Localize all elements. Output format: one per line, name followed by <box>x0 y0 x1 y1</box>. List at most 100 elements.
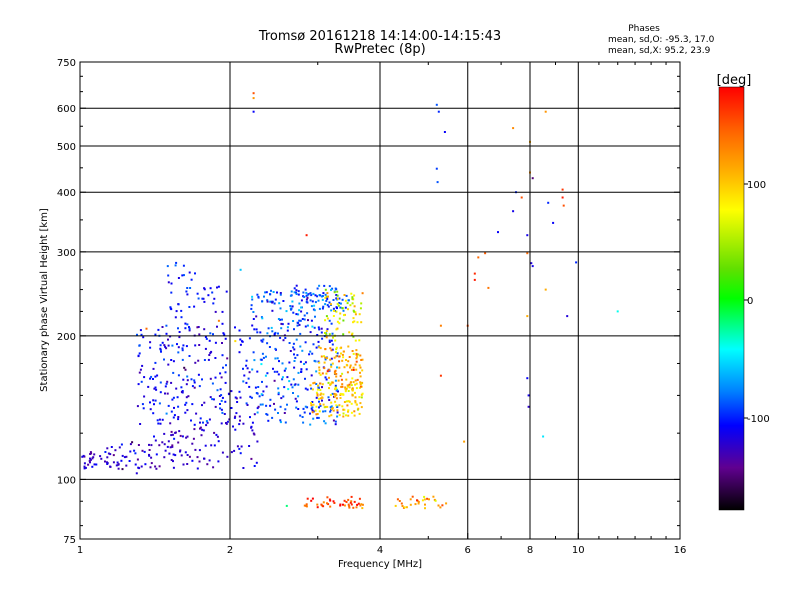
echo-point <box>265 355 267 358</box>
echo-point <box>347 409 350 412</box>
echo-point <box>414 503 417 506</box>
echo-point <box>329 410 332 413</box>
echo-point <box>317 326 320 329</box>
echo-point <box>273 370 276 373</box>
echo-point <box>325 336 328 339</box>
echo-point <box>202 429 205 432</box>
echo-point <box>350 495 353 498</box>
chart-title: Tromsø 20161218 14:14:00-14:15:43 <box>258 29 501 44</box>
echo-point <box>81 455 84 458</box>
echo-point <box>324 303 327 306</box>
echo-point <box>157 328 160 331</box>
echo-point <box>575 261 578 264</box>
echo-point <box>282 339 285 342</box>
echo-point <box>544 288 547 291</box>
echo-point <box>520 196 523 199</box>
echo-point <box>155 388 158 391</box>
echo-point <box>184 411 187 414</box>
echo-point <box>331 406 334 409</box>
echo-point <box>336 405 339 408</box>
echo-point <box>338 297 341 300</box>
echo-point <box>256 293 259 296</box>
echo-point <box>271 416 274 419</box>
echo-point <box>199 421 201 424</box>
echo-point <box>164 449 167 452</box>
echo-point <box>338 360 341 363</box>
echo-point <box>155 453 158 456</box>
echo-point <box>318 397 321 400</box>
echo-point <box>561 196 564 199</box>
echo-point <box>334 400 337 403</box>
echo-point <box>221 342 223 344</box>
echo-point <box>324 410 327 413</box>
echo-point <box>285 504 288 507</box>
echo-point <box>287 322 290 325</box>
echo-point <box>150 462 153 465</box>
echo-point <box>109 465 112 468</box>
echo-point <box>316 295 319 298</box>
echo-point <box>106 447 109 450</box>
echo-point <box>355 368 358 371</box>
echo-point <box>221 411 224 414</box>
echo-point <box>359 375 362 378</box>
echo-point <box>177 441 180 444</box>
echo-point <box>210 444 213 447</box>
echo-point <box>191 459 194 462</box>
echo-point <box>293 360 296 362</box>
echo-point <box>343 504 346 507</box>
echo-point <box>341 405 344 408</box>
echo-point <box>89 457 91 460</box>
echo-point <box>361 507 364 510</box>
echo-point <box>330 349 333 352</box>
echo-point <box>337 304 340 307</box>
echo-point <box>298 323 301 326</box>
echo-point <box>139 329 142 332</box>
echo-point <box>242 380 245 383</box>
echo-point <box>110 446 113 448</box>
echo-point <box>281 318 283 321</box>
echo-point <box>305 234 308 237</box>
echo-point <box>360 406 363 409</box>
echo-point <box>526 252 529 255</box>
echo-point <box>328 341 331 343</box>
echo-point <box>191 442 194 445</box>
echo-point <box>316 287 319 290</box>
echo-point <box>428 498 430 501</box>
echo-point <box>143 395 146 398</box>
echo-point <box>259 403 262 406</box>
echo-point <box>252 92 255 95</box>
echo-point <box>135 472 138 475</box>
echo-point <box>295 293 298 295</box>
echo-point <box>278 360 280 363</box>
echo-point <box>328 339 331 342</box>
echo-point <box>405 506 408 509</box>
echo-point <box>340 378 343 381</box>
echo-point <box>279 405 282 408</box>
echo-point <box>328 319 331 322</box>
echo-point <box>239 452 242 455</box>
y-tick-label: 500 <box>57 142 76 153</box>
echo-point <box>188 329 191 332</box>
echo-point <box>351 394 354 397</box>
echo-point <box>131 441 134 444</box>
echo-point <box>330 357 333 360</box>
echo-point <box>292 392 294 394</box>
echo-point <box>343 294 346 296</box>
echo-point <box>266 332 269 335</box>
echo-point <box>99 455 102 458</box>
echo-point <box>177 346 180 349</box>
echo-point <box>193 379 196 382</box>
echo-point <box>252 97 255 100</box>
echo-point <box>145 327 148 330</box>
echo-point <box>314 294 317 297</box>
echo-point <box>321 372 324 375</box>
echo-point <box>562 204 565 207</box>
echo-point <box>167 404 170 407</box>
echo-point <box>224 371 227 374</box>
echo-point <box>136 405 139 408</box>
echo-point <box>339 347 342 350</box>
echo-point <box>544 110 547 113</box>
echo-point <box>249 416 251 419</box>
echo-point <box>181 391 184 394</box>
echo-point <box>310 319 313 322</box>
